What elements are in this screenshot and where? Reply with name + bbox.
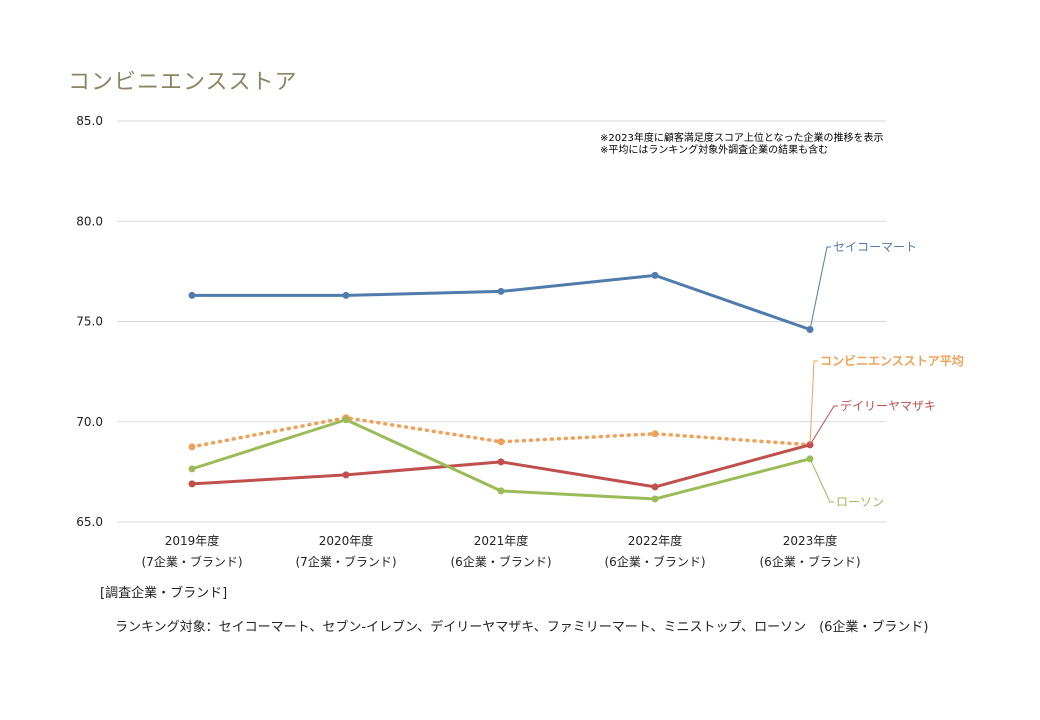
x-axis-ticks: 2019年度 (7企業・ブランド) 2020年度 (7企業・ブランド) 2021年度 (6… (142, 533, 861, 569)
y-tick-label: 75.0 (76, 315, 103, 329)
y-tick-label: 80.0 (76, 214, 103, 228)
data-point (188, 443, 196, 451)
data-point (497, 458, 505, 466)
x-tick-sublabel: (6企業・ブランド) (451, 554, 552, 569)
data-point (188, 291, 196, 299)
data-point (497, 287, 505, 295)
data-point (651, 483, 659, 491)
surveyed-companies-heading: [調査企業・ブランド] (100, 586, 228, 601)
ranking-targets-text: ランキング対象：セイコーマート、セブン-イレブン、デイリーヤマザキ、ファミリーマ… (115, 620, 929, 635)
series-label: コンビニエンスストア平均 (820, 353, 964, 368)
x-tick-label: 2022年度 (628, 533, 683, 548)
data-point (188, 465, 196, 473)
data-point (342, 471, 350, 479)
data-point (651, 430, 659, 438)
series-label: ローソン (836, 495, 884, 509)
series-line (191, 443, 811, 489)
annotation-note: ※2023年度に顧客満足度スコア上位となった企業の推移を表示 (600, 133, 884, 144)
label-leader-line (809, 246, 831, 330)
x-tick-sublabel: (6企業・ブランド) (760, 554, 861, 569)
x-tick-label: 2021年度 (474, 533, 529, 548)
label-leader-line (809, 458, 834, 503)
data-point (342, 291, 350, 299)
y-tick-label: 70.0 (76, 415, 103, 429)
data-point (342, 416, 350, 424)
label-leader-line (809, 360, 818, 445)
data-point (497, 487, 505, 495)
grid-layer (117, 120, 886, 523)
data-point (651, 495, 659, 503)
data-point (188, 480, 196, 488)
y-axis-ticks: 85.0 80.0 75.0 70.0 65.0 (76, 114, 103, 529)
x-tick-sublabel: (7企業・ブランド) (142, 554, 243, 569)
y-tick-label: 85.0 (76, 114, 103, 128)
series-label: デイリーヤマザキ (840, 398, 936, 413)
series-layer (188, 271, 814, 503)
x-tick-label: 2019年度 (165, 533, 220, 548)
data-point (651, 271, 659, 279)
series-label: セイコーマート (833, 240, 917, 254)
label-leader-line (809, 405, 838, 446)
data-point (497, 438, 505, 446)
x-tick-label: 2020年度 (319, 533, 374, 548)
x-tick-sublabel: (7企業・ブランド) (296, 554, 397, 569)
chart-annotations: ※2023年度に顧客満足度スコア上位となった企業の推移を表示 ※平均にはランキン… (600, 133, 884, 157)
x-tick-label: 2023年度 (783, 533, 838, 548)
y-tick-label: 65.0 (76, 515, 103, 529)
chart-title: コンビニエンスストア (68, 70, 298, 95)
x-tick-sublabel: (6企業・ブランド) (605, 554, 706, 569)
annotation-note: ※平均にはランキング対象外調査企業の結果も含む (600, 145, 829, 156)
